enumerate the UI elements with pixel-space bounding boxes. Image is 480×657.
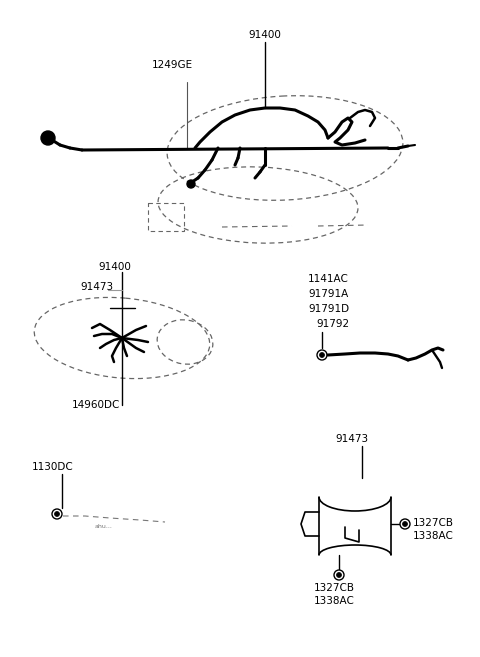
Text: 91473: 91473 <box>335 434 368 444</box>
Circle shape <box>41 131 55 145</box>
Circle shape <box>403 522 408 526</box>
Circle shape <box>187 180 195 188</box>
Text: 1327CB: 1327CB <box>314 583 355 593</box>
Text: 1338AC: 1338AC <box>314 596 355 606</box>
Text: 1338AC: 1338AC <box>413 531 454 541</box>
Text: 1130DC: 1130DC <box>32 462 74 472</box>
Text: 91792: 91792 <box>316 319 349 329</box>
Text: 91791D: 91791D <box>308 304 349 314</box>
Text: 91473: 91473 <box>80 282 113 292</box>
Text: 1327CB: 1327CB <box>413 518 454 528</box>
Text: 14960DC: 14960DC <box>72 400 120 410</box>
Text: 91400: 91400 <box>98 262 131 272</box>
Text: 1249GE: 1249GE <box>152 60 193 70</box>
Circle shape <box>320 353 324 357</box>
Circle shape <box>55 512 60 516</box>
Text: ahu...: ahu... <box>95 524 113 529</box>
Text: 91400: 91400 <box>249 30 281 40</box>
Text: 1141AC: 1141AC <box>308 274 349 284</box>
Text: 91791A: 91791A <box>308 289 348 299</box>
Circle shape <box>336 572 341 578</box>
